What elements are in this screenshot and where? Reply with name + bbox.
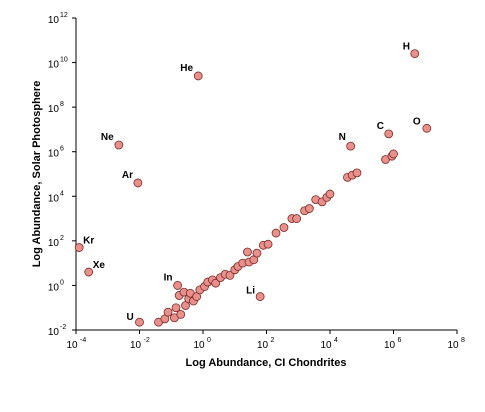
data-point (352, 168, 362, 178)
point-label-n: N (339, 132, 346, 143)
data-point (176, 309, 186, 319)
x-axis-label: Log Abundance, CI Chondrites (186, 357, 347, 369)
x-tick-exponent: 8 (461, 337, 465, 344)
data-point (171, 303, 181, 313)
x-tick-exponent: -4 (80, 337, 86, 344)
point-label-li: Li (246, 286, 255, 297)
labeled-point-xe (84, 267, 94, 277)
point-label-c: C (377, 121, 384, 132)
data-point (263, 239, 273, 249)
point-label-o: O (413, 116, 421, 127)
point-label-u: U (127, 312, 134, 323)
point-label-kr: Kr (83, 236, 94, 247)
x-tick-exponent: -2 (144, 337, 150, 344)
point-label-ne: Ne (101, 132, 114, 143)
point-labels: H He Ne Ar Kr Xe N C O In Li U (83, 42, 421, 324)
point-label-in: In (164, 272, 173, 283)
labeled-point-ne (114, 140, 124, 150)
x-tick-label: 10 (193, 340, 205, 351)
y-tick-exponent: 2 (60, 235, 64, 242)
y-tick-label: 10 (48, 327, 60, 338)
labeled-point-o (422, 123, 432, 133)
labeled-point-c (384, 129, 394, 139)
y-tick-label: 10 (48, 282, 60, 293)
data-point (325, 189, 335, 199)
labeled-point-li (255, 292, 265, 301)
x-tick-exponent: 6 (398, 337, 402, 344)
y-tick-label: 10 (48, 149, 60, 160)
y-tick-exponent: 8 (60, 101, 64, 108)
x-tick-exponent: 0 (207, 337, 211, 344)
y-tick-label: 10 (48, 238, 60, 249)
y-axis-label: Log Abundance, Solar Photosphere (31, 81, 43, 268)
labeled-point-in (173, 281, 183, 290)
y-tick-exponent: 0 (60, 279, 64, 286)
x-tick-exponent: 2 (271, 337, 275, 344)
axes (75, 18, 457, 331)
x-tick-exponent: 4 (334, 337, 338, 344)
x-tick-label: 10 (130, 340, 142, 351)
y-tick-exponent: 4 (60, 190, 64, 197)
data-point (304, 204, 314, 213)
data-point (279, 223, 289, 232)
y-tick-label: 10 (48, 60, 60, 71)
labeled-point-ar (133, 178, 143, 188)
y-tick-label: 10 (48, 193, 60, 204)
y-tick-exponent: 12 (60, 12, 68, 19)
data-point (225, 270, 235, 280)
point-label-h: H (403, 42, 410, 53)
labeled-point-h (410, 49, 420, 59)
data-point (163, 307, 173, 317)
point-label-ar: Ar (122, 170, 133, 181)
x-tick-label: 10 (384, 340, 396, 351)
data-point (389, 149, 398, 159)
y-tick-exponent: 6 (60, 146, 64, 153)
y-tick-label: 10 (48, 104, 60, 115)
x-ticks: 10 -4 10 -2 10 0 10 2 10 4 10 6 10 8 (66, 330, 465, 351)
labeled-point-he (193, 71, 203, 81)
labeled-point-n (346, 141, 356, 151)
x-tick-label: 10 (66, 340, 78, 351)
x-tick-label: 10 (320, 340, 332, 351)
labeled-point-kr (74, 243, 84, 252)
data-point (252, 248, 262, 258)
data-points (74, 49, 432, 327)
point-label-he: He (180, 63, 193, 74)
y-tick-exponent: -2 (60, 324, 66, 331)
y-tick-label: 10 (48, 15, 60, 26)
data-point (292, 214, 302, 223)
data-point (243, 247, 252, 257)
data-point (211, 278, 221, 288)
x-tick-label: 10 (447, 340, 459, 351)
data-point (271, 228, 281, 238)
labeled-point-u (135, 317, 144, 327)
x-tick-label: 10 (257, 340, 269, 351)
y-tick-exponent: 10 (60, 57, 68, 64)
point-label-xe: Xe (93, 260, 106, 271)
